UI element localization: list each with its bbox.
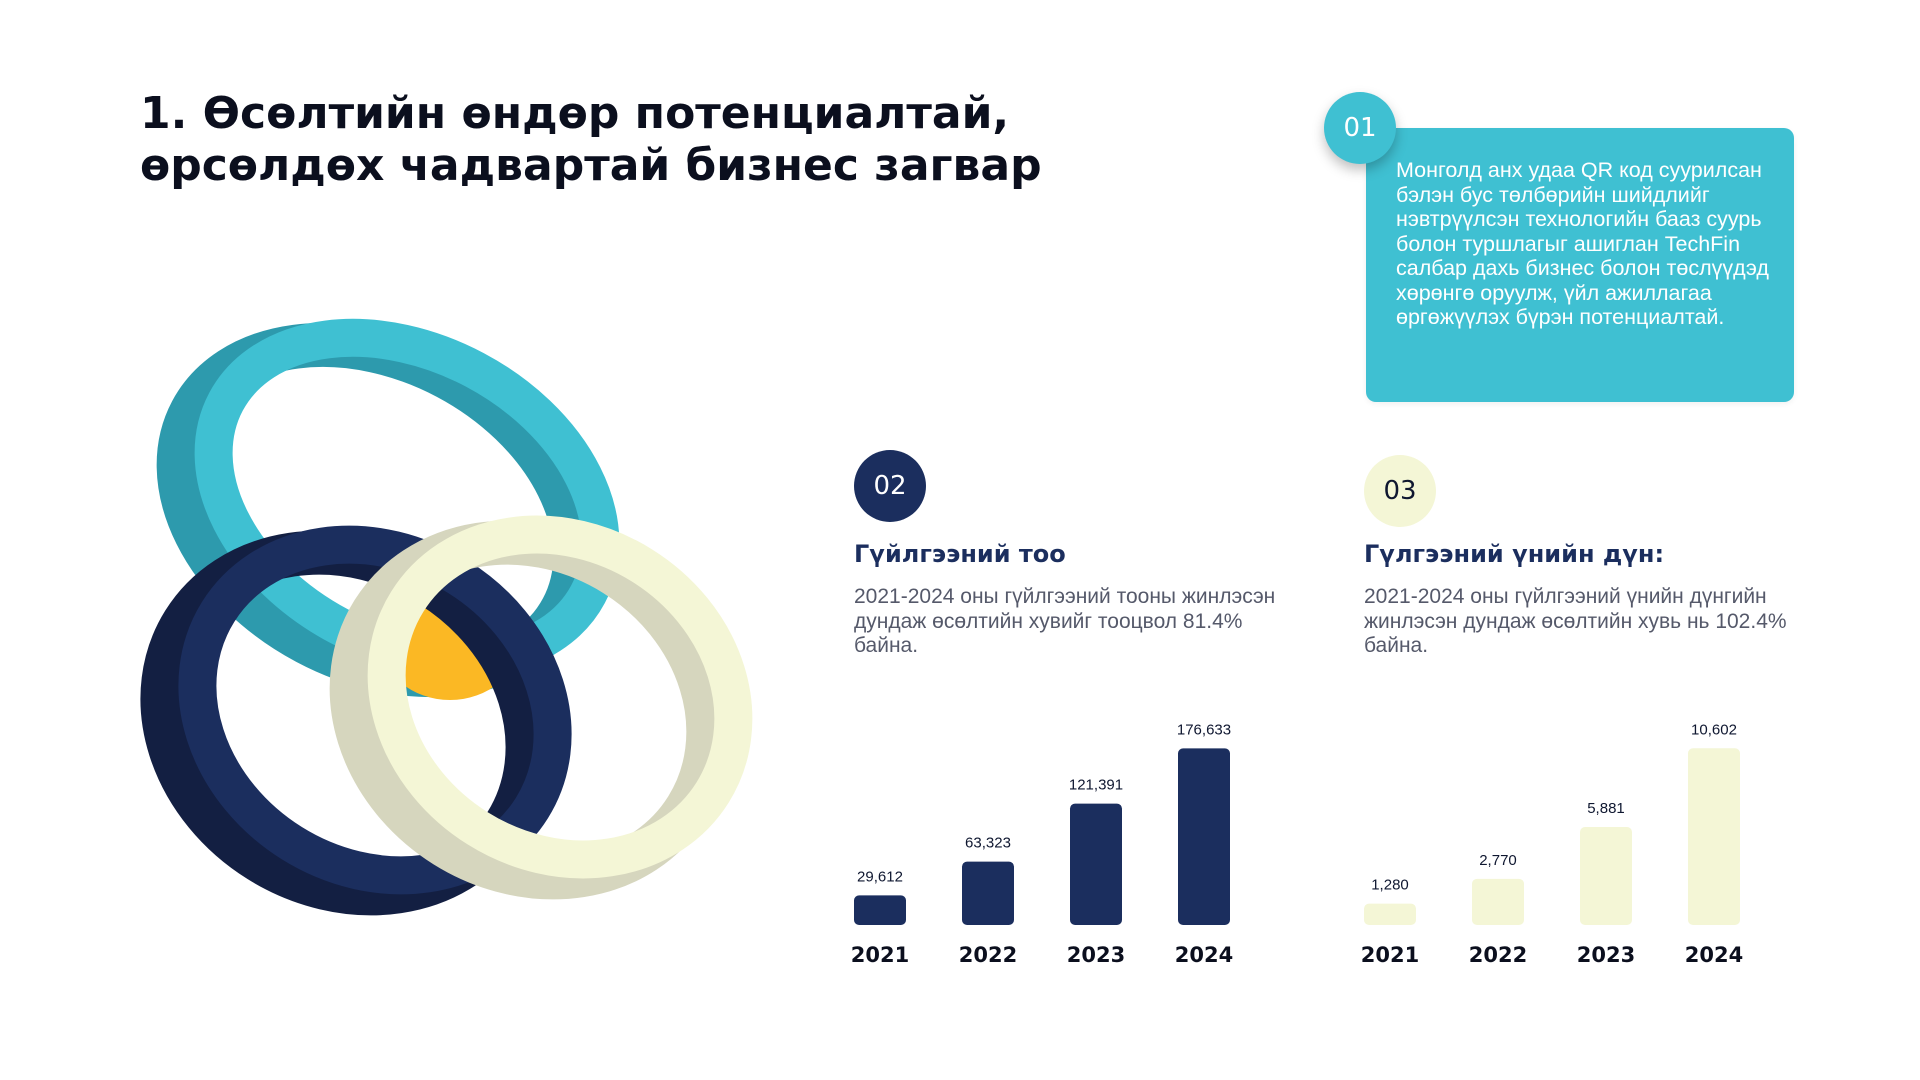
data-label-2024: 176,633	[1177, 721, 1231, 738]
x-tick-2023: 2023	[1577, 943, 1635, 967]
bar-2022	[1472, 878, 1524, 925]
data-label-2023: 121,391	[1069, 777, 1123, 794]
x-tick-2021: 2021	[1361, 943, 1419, 967]
transaction-count-description: 2021-2024 оны гүйлгээний тооны жинлэсэн …	[854, 585, 1276, 657]
data-label-2022: 2,770	[1479, 852, 1517, 869]
x-tick-2022: 2022	[959, 943, 1017, 967]
transaction-count-chart: 29,612 2021 63,323 2022 121,391 2023 176,633 20…	[840, 700, 1260, 970]
teal-ring	[156, 318, 620, 698]
bar-2024	[1178, 748, 1230, 925]
data-label-2021: 29,612	[857, 868, 903, 885]
bar-2021	[854, 895, 906, 925]
bar-2023	[1070, 803, 1122, 925]
bar-2022	[962, 861, 1014, 925]
three-rings-illustration	[140, 318, 753, 916]
bar-2021	[1364, 903, 1416, 925]
data-label-2024: 10,602	[1691, 721, 1737, 738]
x-tick-2023: 2023	[1067, 943, 1125, 967]
info-card-text: Монголд анх удаа QR код суурилсан бэлэн …	[1396, 158, 1769, 329]
transaction-count-bar-chart: 29,612 2021 63,323 2022 121,391 2023 176,633 20…	[851, 721, 1233, 967]
x-tick-2024: 2024	[1685, 943, 1743, 967]
transaction-value-title: Гүлгээний үнийн дүн:	[1364, 540, 1665, 568]
cream-ring	[329, 515, 753, 900]
transaction-count-title: Гүйлгээний тоо	[854, 540, 1066, 568]
badge-03: 03	[1364, 455, 1436, 527]
page-title: 1. Өсөлтийн өндөр потенциалтай, өрсөлдөх…	[140, 88, 1042, 192]
data-label-2023: 5,881	[1587, 800, 1625, 817]
x-tick-2022: 2022	[1469, 943, 1527, 967]
data-label-2021: 1,280	[1371, 877, 1409, 894]
page-title-line-1: 1. Өсөлтийн өндөр потенциалтай,	[140, 88, 1010, 139]
transaction-value-bar-chart: 1,280 2021 2,770 2022 5,881 2023 10,602 2024	[1361, 721, 1743, 967]
transaction-value-description: 2021-2024 оны гүйлгээний үнийн дүнгийн ж…	[1364, 585, 1787, 657]
x-tick-2024: 2024	[1175, 943, 1233, 967]
badge-02: 02	[854, 450, 926, 522]
info-card-01: Монголд анх удаа QR код суурилсан бэлэн …	[1366, 128, 1794, 402]
x-tick-2021: 2021	[851, 943, 909, 967]
bar-2023	[1580, 826, 1632, 925]
data-label-2022: 63,323	[965, 835, 1011, 852]
bar-2024	[1688, 748, 1740, 925]
transaction-value-chart: 1,280 2021 2,770 2022 5,881 2023 10,602 2024	[1350, 700, 1770, 970]
page-title-line-2: өрсөлдөх чадвартай бизнес загвар	[140, 140, 1042, 191]
badge-01: 01	[1324, 92, 1396, 164]
